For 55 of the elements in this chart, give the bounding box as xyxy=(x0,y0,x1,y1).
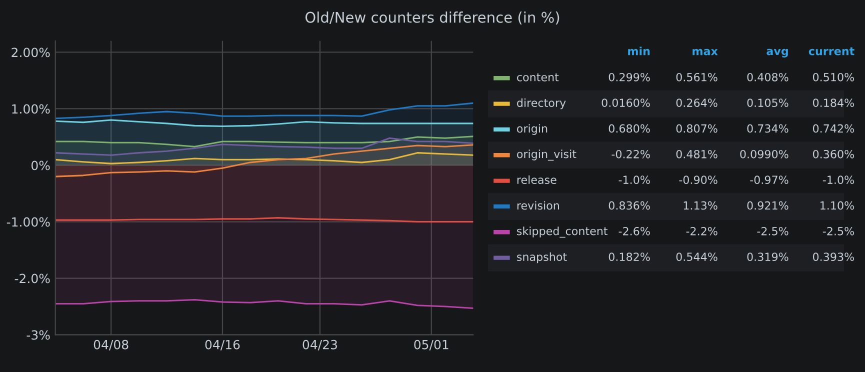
text: -2.5% xyxy=(757,226,788,236)
text: 0.184% xyxy=(812,98,854,108)
x-tick-label: 04/23 xyxy=(302,340,337,350)
text: -0.97% xyxy=(750,176,788,184)
chart-title: Old/New counters difference (in %) xyxy=(305,12,560,25)
text: -0.22% xyxy=(612,150,650,158)
text: -2.2% xyxy=(686,226,718,236)
legend-label: snapshot xyxy=(517,252,567,264)
legend-label: skipped_content xyxy=(517,226,608,238)
y-tick-label: -2.0% xyxy=(14,274,50,284)
text: 0.561% xyxy=(676,72,718,82)
x-tick-label: 04/08 xyxy=(94,340,128,350)
text: 0.360% xyxy=(812,150,854,158)
text: min xyxy=(628,46,650,56)
legend-label: content xyxy=(517,73,559,82)
text: 0.836% xyxy=(608,201,650,210)
text: 0.182% xyxy=(608,252,650,262)
text: max xyxy=(692,48,718,56)
text: avg xyxy=(766,48,788,58)
y-tick-label: 2.00% xyxy=(12,48,50,58)
text: 0.544% xyxy=(676,252,718,262)
x-tick-label: 05/01 xyxy=(414,340,448,350)
text: 0.408% xyxy=(747,72,788,82)
text: 0.680% xyxy=(608,124,650,133)
text: 0.0160% xyxy=(602,98,650,108)
text: 0.299% xyxy=(608,72,650,82)
text: -2.5% xyxy=(822,226,854,236)
y-tick-label: -1.00% xyxy=(6,217,50,227)
text: -2.6% xyxy=(618,226,650,236)
text: current xyxy=(808,47,854,56)
text: -1.0% xyxy=(618,176,650,184)
text: 0.105% xyxy=(747,98,788,108)
text: 0.319% xyxy=(747,252,788,262)
text: 0.742% xyxy=(812,124,854,133)
text: -1.0% xyxy=(822,176,854,184)
text: -0.90% xyxy=(679,176,718,184)
text: 0.510% xyxy=(812,72,854,82)
y-tick-label: 1.00% xyxy=(12,104,50,114)
y-tick-label: 0% xyxy=(31,160,50,170)
y-tick-label: -3% xyxy=(26,330,50,340)
text: 0.0990% xyxy=(740,150,788,158)
legend-label: origin xyxy=(517,124,548,135)
text: 0.264% xyxy=(676,98,718,108)
text: 0.807% xyxy=(676,124,718,133)
text: 0.921% xyxy=(747,201,788,210)
text: 0.393% xyxy=(812,252,854,262)
text: 0.734% xyxy=(747,124,788,133)
text: 1.10% xyxy=(820,201,854,210)
legend-label: directory xyxy=(517,98,566,110)
text: 0.481% xyxy=(676,150,718,158)
legend-label: release xyxy=(517,175,556,184)
x-tick-label: 04/16 xyxy=(205,340,240,350)
text: 1.13% xyxy=(684,201,718,210)
legend-label: origin_visit xyxy=(517,150,576,161)
legend-label: revision xyxy=(517,201,559,210)
